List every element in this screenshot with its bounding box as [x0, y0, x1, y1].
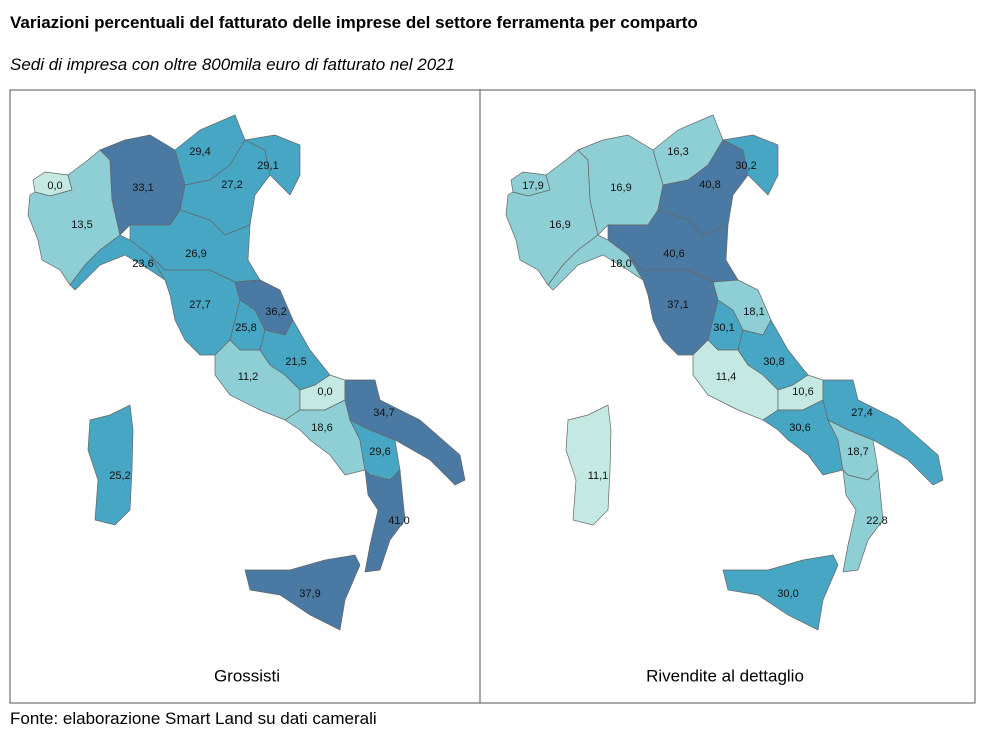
- region-value-label: 11,4: [716, 371, 737, 383]
- region-value-label: 23,6: [132, 258, 153, 270]
- region-value-label: 30,0: [777, 588, 798, 600]
- region-value-label: 37,1: [667, 299, 688, 311]
- subtitle: Sedi di impresa con oltre 800mila euro d…: [10, 55, 455, 74]
- region: [842, 469, 884, 573]
- region-value-label: 27,7: [189, 299, 210, 311]
- region-value-label: 29,4: [189, 146, 210, 158]
- region-value-label: 29,6: [369, 446, 390, 458]
- region: [722, 554, 839, 631]
- region-value-label: 18,6: [311, 422, 332, 434]
- region-value-label: 27,4: [851, 407, 872, 419]
- title: Variazioni percentuali del fatturato del…: [10, 13, 698, 32]
- region-value-label: 16,9: [549, 219, 570, 231]
- region: [87, 404, 134, 526]
- region-value-label: 25,8: [235, 322, 256, 334]
- region-value-label: 30,6: [789, 422, 810, 434]
- region-value-label: 37,9: [299, 588, 320, 600]
- region-value-label: 16,9: [610, 182, 631, 194]
- region-value-label: 13,5: [71, 219, 92, 231]
- region: [565, 404, 612, 526]
- region-value-label: 36,2: [265, 306, 286, 318]
- region-value-label: 18,1: [743, 306, 764, 318]
- region-value-label: 40,6: [663, 248, 684, 260]
- region-value-label: 29,1: [257, 160, 278, 172]
- region: [364, 469, 406, 573]
- region-value-label: 30,8: [763, 356, 784, 368]
- region-value-label: 22,8: [866, 515, 887, 527]
- region: [721, 134, 779, 196]
- region: [244, 554, 361, 631]
- region-value-label: 34,7: [373, 407, 394, 419]
- region: [243, 134, 301, 196]
- region: [505, 149, 599, 286]
- region-value-label: 27,2: [221, 179, 242, 191]
- region-value-label: 40,8: [699, 179, 720, 191]
- source: Fonte: elaborazione Smart Land su dati c…: [10, 709, 377, 728]
- region-value-label: 16,3: [667, 146, 688, 158]
- region-value-label: 25,2: [109, 470, 130, 482]
- region-value-label: 33,1: [132, 182, 153, 194]
- region-value-label: 21,5: [285, 356, 306, 368]
- region-value-label: 18,7: [847, 446, 868, 458]
- region-value-label: 30,1: [713, 322, 734, 334]
- map-title: Grossisti: [214, 666, 280, 685]
- region-value-label: 11,2: [238, 371, 259, 383]
- region-value-label: 11,1: [588, 470, 609, 482]
- map-title: Rivendite al dettaglio: [646, 666, 804, 685]
- region-value-label: 41,0: [388, 515, 409, 527]
- region-value-label: 30,2: [735, 160, 756, 172]
- region-value-label: 0,0: [317, 386, 332, 398]
- region: [27, 149, 121, 286]
- region-value-label: 17,9: [522, 180, 543, 192]
- region-value-label: 26,9: [185, 248, 206, 260]
- region-value-label: 0,0: [47, 180, 62, 192]
- region-value-label: 18,0: [610, 258, 631, 270]
- region-value-label: 10,6: [792, 386, 813, 398]
- frame: [9, 89, 976, 704]
